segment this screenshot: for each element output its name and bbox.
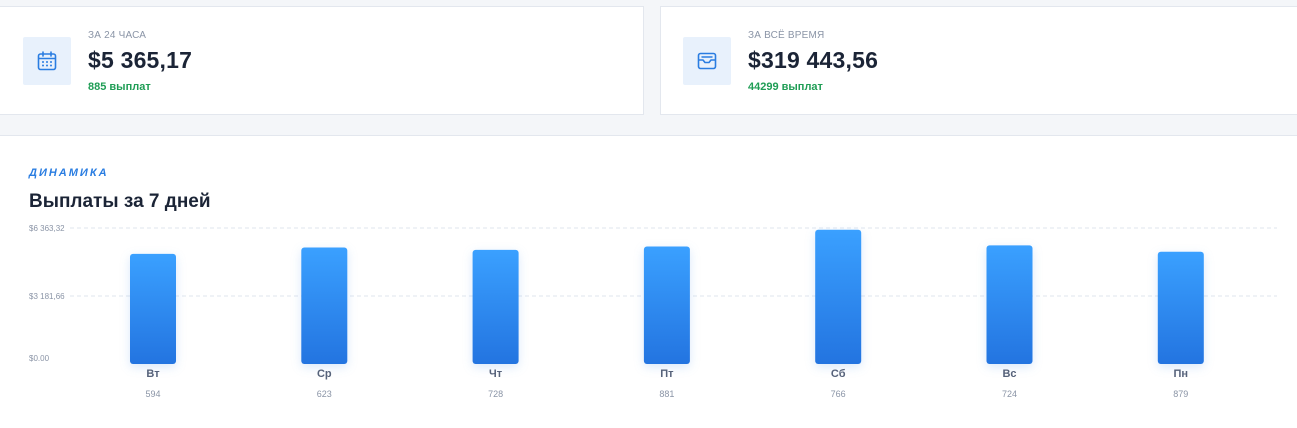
bar-count-label: 766 bbox=[831, 389, 846, 399]
payouts-bar-chart: $6 363,32 $3 181,66 $0.00 Вт 594 Ср 623 Чт 728 Пт… bbox=[29, 224, 1277, 399]
stat-card-all-time: ЗА ВСЁ ВРЕМЯ $319 443,56 44299 выплат bbox=[660, 6, 1297, 115]
x-tick-label: Пт bbox=[660, 368, 674, 380]
x-tick-label: Вс bbox=[1002, 368, 1016, 380]
card-payouts-count: 44299 выплат bbox=[748, 81, 823, 93]
x-tick-label: Ср bbox=[317, 368, 332, 380]
bar-count-label: 728 bbox=[488, 389, 503, 399]
chart-title: Выплаты за 7 дней bbox=[29, 191, 211, 212]
inbox-icon bbox=[683, 37, 731, 85]
y-tick-label: $6 363,32 bbox=[29, 224, 65, 233]
x-tick-label: Чт bbox=[489, 368, 503, 380]
payouts-chart-panel: ДИНАМИКА Выплаты за 7 дней $6 363,32 $3 1… bbox=[0, 135, 1297, 428]
bar[interactable] bbox=[986, 245, 1033, 364]
bar[interactable] bbox=[815, 229, 862, 364]
card-amount: $319 443,56 bbox=[748, 47, 879, 73]
x-tick-label: Сб bbox=[831, 368, 846, 380]
section-eyebrow: ДИНАМИКА bbox=[29, 167, 109, 179]
bar-count-label: 881 bbox=[659, 389, 674, 399]
x-tick-label: Вт bbox=[146, 368, 160, 380]
card-label: ЗА ВСЁ ВРЕМЯ bbox=[748, 30, 825, 41]
x-tick-label: Пн bbox=[1174, 368, 1189, 380]
y-tick-label: $3 181,66 bbox=[29, 292, 65, 301]
bar[interactable] bbox=[643, 246, 690, 364]
stat-card-24h: ЗА 24 ЧАСА $5 365,17 885 выплат bbox=[0, 6, 644, 115]
card-label: ЗА 24 ЧАСА bbox=[88, 30, 147, 41]
bar[interactable] bbox=[130, 253, 176, 364]
bar-count-label: 594 bbox=[145, 389, 160, 399]
card-amount: $5 365,17 bbox=[88, 47, 193, 73]
calendar-icon bbox=[23, 37, 71, 85]
bar[interactable] bbox=[301, 247, 348, 364]
bar-count-label: 724 bbox=[1002, 389, 1017, 399]
bar[interactable] bbox=[1157, 251, 1204, 364]
bar-count-label: 879 bbox=[1173, 389, 1188, 399]
bar[interactable] bbox=[472, 249, 519, 364]
bar-count-label: 623 bbox=[317, 389, 332, 399]
y-tick-label: $0.00 bbox=[29, 354, 50, 363]
card-payouts-count: 885 выплат bbox=[88, 81, 151, 93]
